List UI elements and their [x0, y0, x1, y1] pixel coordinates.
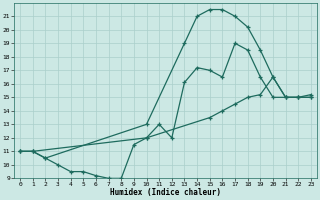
X-axis label: Humidex (Indice chaleur): Humidex (Indice chaleur)	[110, 188, 221, 197]
